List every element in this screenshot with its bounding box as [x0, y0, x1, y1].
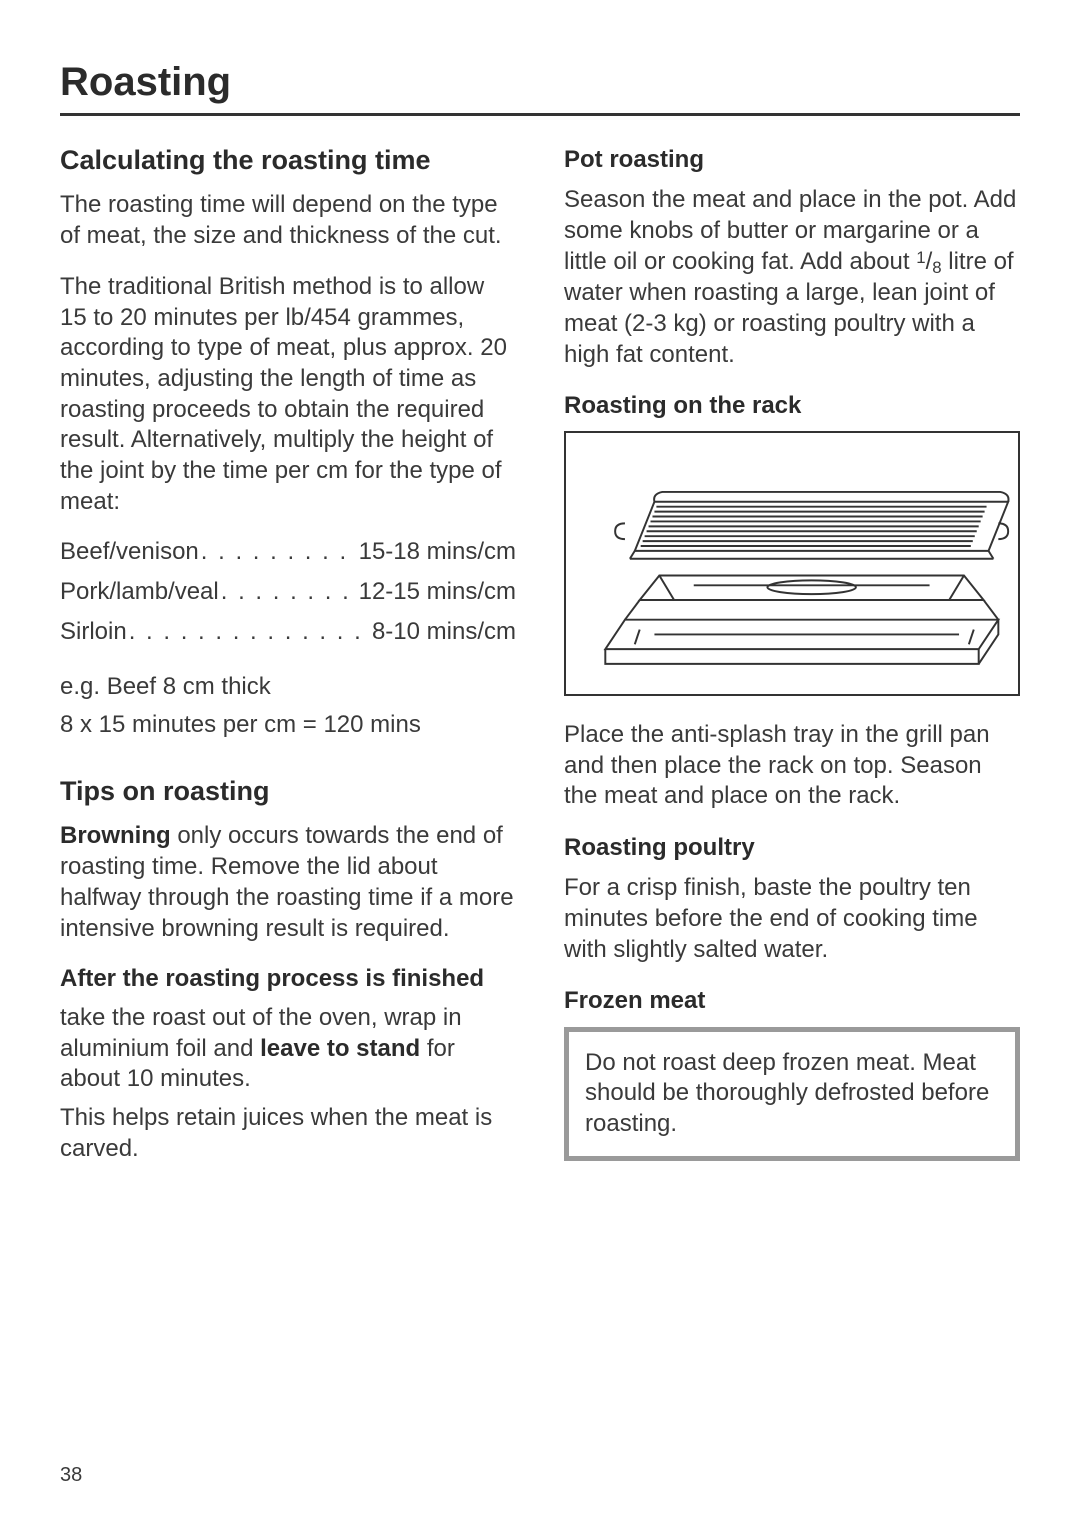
- heading-calculating: Calculating the roasting time: [60, 144, 516, 176]
- rack-illustration: [564, 431, 1020, 695]
- dot-leader: . . . . . . . .: [219, 578, 359, 606]
- para-after-finished: After the roasting process is finished: [60, 964, 516, 995]
- para-poultry: For a crisp finish, baste the poultry te…: [564, 873, 1020, 965]
- dot-leader: . . . . . . . . . . . . . . . .: [127, 618, 372, 646]
- para-depends-on: The roasting time will depend on the typ…: [60, 190, 516, 251]
- para-retain-juices: This helps retain juices when the meat i…: [60, 1103, 516, 1164]
- example-line-2: 8 x 15 minutes per cm = 120 mins: [60, 710, 516, 741]
- meat-label: Pork/lamb/veal: [60, 578, 219, 606]
- list-item: Pork/lamb/veal . . . . . . . . 12-15 min…: [60, 578, 516, 606]
- para-rack-instructions: Place the anti-splash tray in the grill …: [564, 720, 1020, 812]
- para-pot-roasting: Season the meat and place in the pot. Ad…: [564, 185, 1020, 370]
- dot-leader: . . . . . . . . .: [199, 538, 359, 566]
- heading-tips: Tips on roasting: [60, 775, 516, 807]
- meat-time: 15-18 mins/cm: [359, 538, 516, 566]
- meat-time: 8-10 mins/cm: [372, 618, 516, 646]
- browning-bold: Browning: [60, 822, 171, 849]
- para-browning: Browning only occurs towards the end of …: [60, 821, 516, 944]
- meat-label: Beef/venison: [60, 538, 199, 566]
- meat-time: 12-15 mins/cm: [359, 578, 516, 606]
- meat-label: Sirloin: [60, 618, 127, 646]
- example-line-1: e.g. Beef 8 cm thick: [60, 672, 516, 703]
- heading-poultry: Roasting poultry: [564, 832, 1020, 863]
- para-after-body: take the roast out of the oven, wrap in …: [60, 1003, 516, 1095]
- roasting-times-list: Beef/venison . . . . . . . . . 15-18 min…: [60, 538, 516, 646]
- list-item: Sirloin . . . . . . . . . . . . . . . . …: [60, 618, 516, 646]
- leave-to-stand-bold: leave to stand: [260, 1035, 420, 1062]
- fraction-denominator: 8: [932, 258, 941, 277]
- frozen-meat-callout: Do not roast deep frozen meat. Meat shou…: [564, 1027, 1020, 1161]
- page-number: 38: [60, 1464, 82, 1487]
- para-british-method: The traditional British method is to all…: [60, 272, 516, 518]
- heading-rack: Roasting on the rack: [564, 390, 1020, 421]
- after-bold: After the roasting process is finished: [60, 965, 484, 992]
- page-title: Roasting: [60, 60, 1020, 116]
- list-item: Beef/venison . . . . . . . . . 15-18 min…: [60, 538, 516, 566]
- two-column-layout: Calculating the roasting time The roasti…: [60, 144, 1020, 1185]
- right-column: Pot roasting Season the meat and place i…: [564, 144, 1020, 1185]
- grill-rack-icon: [566, 433, 1018, 688]
- heading-pot-roasting: Pot roasting: [564, 144, 1020, 175]
- heading-frozen: Frozen meat: [564, 985, 1020, 1016]
- left-column: Calculating the roasting time The roasti…: [60, 144, 516, 1185]
- fraction-numerator: 1: [916, 248, 925, 267]
